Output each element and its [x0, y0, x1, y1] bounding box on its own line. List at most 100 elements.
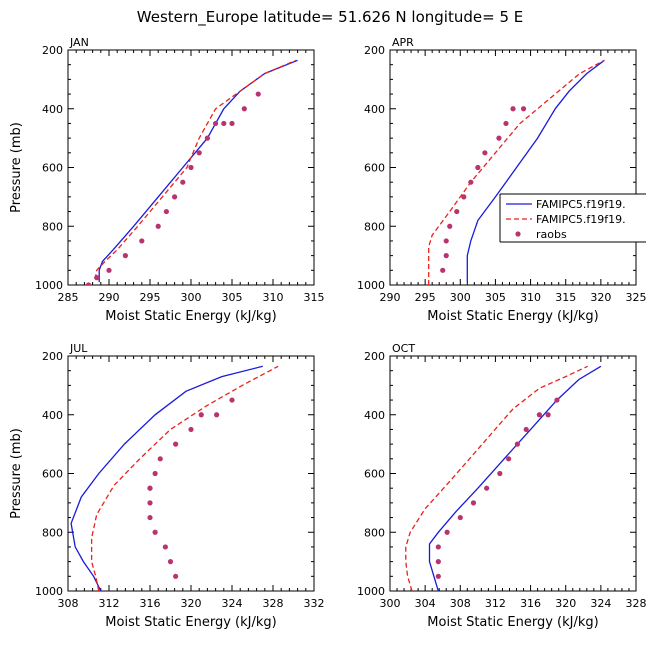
obs-point: [214, 412, 220, 418]
series-group-apr: [428, 59, 605, 285]
obs-point: [155, 223, 161, 229]
obs-point: [255, 91, 261, 97]
y-tick-label: 1000: [357, 585, 385, 598]
obs-point: [213, 120, 219, 127]
x-tick-label: 304: [415, 597, 436, 610]
obs-point: [443, 253, 449, 259]
x-axis-label-oct: Moist Static Energy (kJ/kg): [427, 615, 598, 630]
series-group-jan: [85, 59, 298, 285]
x-tick-label: 324: [590, 597, 611, 610]
y-tick-label: 800: [42, 220, 63, 233]
x-tick-label: 320: [181, 597, 202, 610]
y-tick-label: 600: [42, 468, 63, 481]
plot-frame-apr: [389, 49, 637, 286]
x-tick-label: 290: [380, 291, 401, 304]
panel-jul: JUL 308 312 316 320 324 328 332 200 400 600 800 1000…: [9, 342, 325, 630]
obs-point: [470, 500, 477, 506]
x-axis-label-jan: Moist Static Energy (kJ/kg): [105, 309, 276, 324]
obs-point: [444, 529, 450, 535]
y-axis-label-jan: Pressure (mb): [9, 122, 24, 213]
legend-label: FAMIPC5.f19f19.: [536, 213, 626, 226]
y-tick-label: 400: [364, 103, 385, 116]
y-tick-label: 200: [42, 44, 63, 57]
obs-point: [523, 426, 529, 433]
obs-point: [545, 412, 551, 418]
legend-label: raobs: [536, 228, 567, 241]
obs-point: [139, 238, 145, 244]
y-tick-label: 800: [364, 220, 385, 233]
x-tick-label: 312: [99, 597, 120, 610]
x-axis-label-apr: Moist Static Energy (kJ/kg): [427, 309, 598, 324]
y-tick-label: 600: [364, 468, 385, 481]
obs-point: [147, 514, 153, 521]
obs-point: [241, 106, 247, 112]
obs-point: [554, 397, 560, 403]
obs-point: [229, 120, 235, 127]
model-b-line: [94, 59, 297, 280]
obs-point: [147, 500, 153, 506]
y-tick-label: 600: [42, 162, 63, 175]
obs-point: [152, 529, 158, 535]
obs-point: [94, 275, 100, 281]
x-tick-label: 308: [450, 597, 471, 610]
series-group-oct: [405, 365, 602, 591]
obs-point: [173, 573, 179, 579]
y-tick-label: 1000: [35, 279, 63, 292]
panel-label-oct: OCT: [392, 342, 415, 355]
obs-point: [435, 559, 441, 565]
obs-point: [520, 106, 527, 112]
model-a-line: [466, 59, 605, 283]
obs-point: [475, 164, 481, 171]
x-tick-label: 315: [555, 291, 576, 304]
obs-point: [172, 194, 178, 200]
obs-point: [496, 135, 502, 141]
obs-point: [147, 485, 153, 491]
x-tick-label: 290: [99, 291, 120, 304]
obs-point: [204, 135, 210, 141]
x-tick-label: 328: [263, 597, 284, 610]
obs-point: [163, 208, 169, 215]
x-tick-label: 320: [590, 291, 611, 304]
obs-point: [435, 544, 441, 550]
y-tick-label: 200: [364, 350, 385, 363]
legend-marker-dot: [515, 231, 521, 237]
plot-frame-oct: [389, 355, 637, 592]
obs-point: [152, 470, 158, 477]
model-a-line: [428, 365, 602, 591]
obs-point: [510, 106, 516, 112]
x-tick-label: 332: [304, 597, 325, 610]
y-tick-label: 400: [364, 409, 385, 422]
obs-point: [221, 120, 227, 127]
obs-point: [229, 397, 235, 403]
obs-point: [188, 164, 194, 171]
x-tick-label: 300: [450, 291, 471, 304]
obs-point: [157, 456, 163, 462]
obs-point: [196, 150, 202, 156]
x-tick-label: 285: [58, 291, 79, 304]
x-tick-label: 316: [140, 597, 161, 610]
y-tick-label: 400: [42, 103, 63, 116]
x-tick-label: 325: [626, 291, 647, 304]
model-a-line: [70, 365, 263, 591]
obs-point: [497, 470, 503, 477]
obs-point: [198, 412, 204, 418]
x-tick-label: 324: [222, 597, 243, 610]
plot-frame-jul: [67, 355, 315, 592]
panel-jan: JAN 285 290 295 300 305 310 315 200 400 600 800 1000…: [9, 36, 325, 324]
x-tick-label: 300: [181, 291, 202, 304]
model-b-line: [405, 365, 588, 591]
obs-point: [440, 267, 446, 273]
obs-point: [443, 238, 449, 244]
obs-point: [173, 441, 179, 447]
y-tick-label: 200: [364, 44, 385, 57]
obs-point: [447, 223, 453, 229]
obs-point: [454, 208, 460, 215]
x-tick-label: 316: [520, 597, 541, 610]
obs-point: [106, 267, 112, 273]
x-tick-label: 308: [58, 597, 79, 610]
panel-apr: APR 290 295 300 305 310 315 320 325 200 400 600 800 1…: [357, 36, 647, 324]
obs-point: [188, 426, 194, 433]
legend: FAMIPC5.f19f19. FAMIPC5.f19f19. raobs: [499, 193, 646, 243]
obs-point: [482, 150, 488, 156]
panel-label-apr: APR: [392, 36, 414, 49]
